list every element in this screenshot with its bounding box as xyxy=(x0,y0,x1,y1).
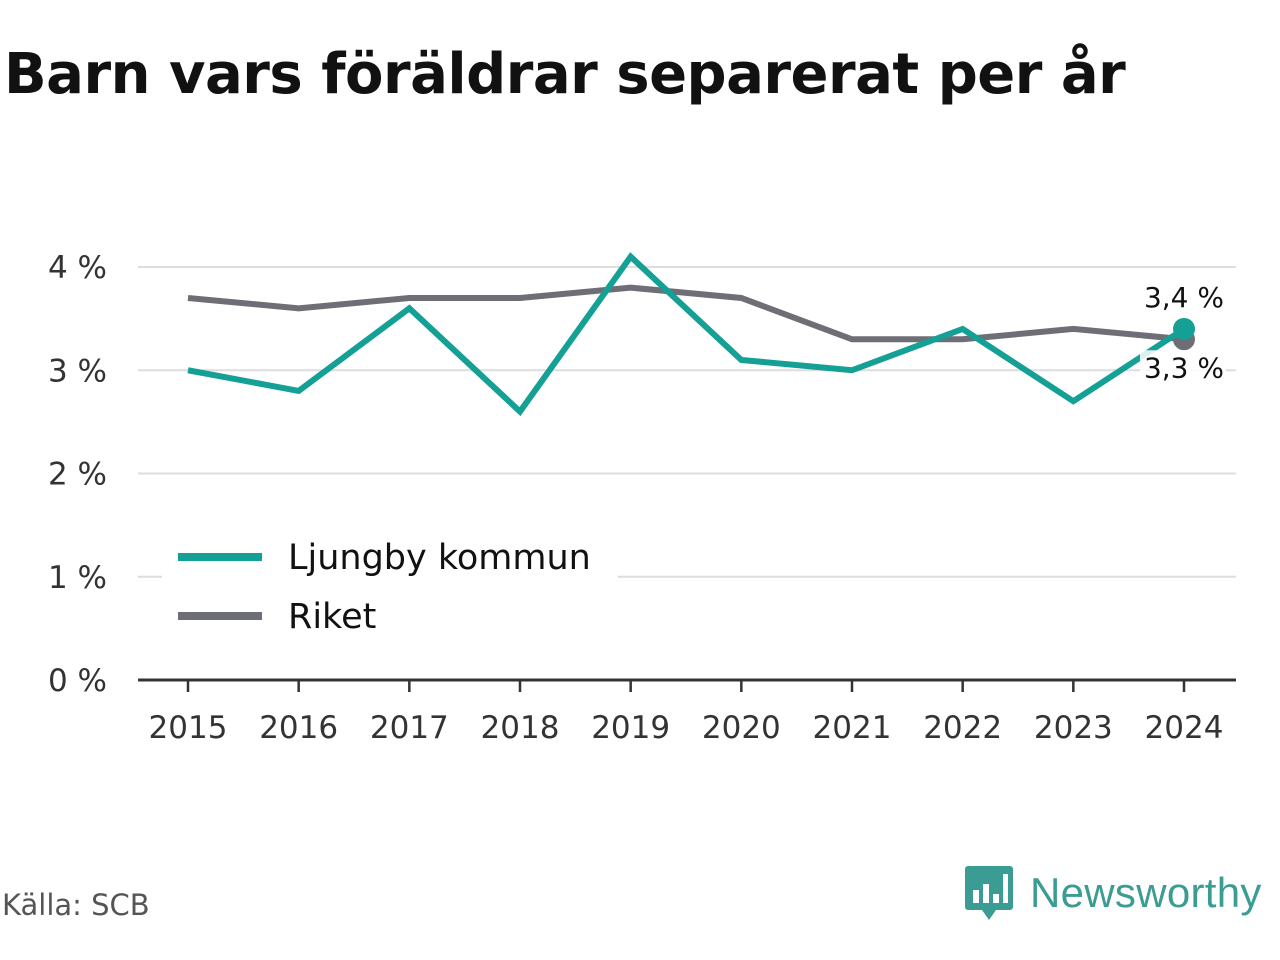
x-tick-label-5: 2020 xyxy=(702,710,781,746)
legend-label-0: Ljungby kommun xyxy=(288,538,591,578)
chart-title: Barn vars föräldrar separerat per år xyxy=(4,42,1126,107)
brand-logo: Newsworthy xyxy=(964,864,1262,922)
x-tick-label-6: 2021 xyxy=(813,710,892,746)
x-tick-label-2: 2017 xyxy=(370,710,449,746)
y-tick-label-1: 1 % xyxy=(48,560,107,596)
x-tick-label-0: 2015 xyxy=(149,710,228,746)
end-label-0: 3,4 % xyxy=(1144,281,1224,314)
y-tick-label-0: 0 % xyxy=(48,663,107,699)
series-line-0 xyxy=(187,252,1186,417)
y-axis-labels: 0 % 1 % 2 % 3 % 4 % xyxy=(48,250,107,699)
end-marker-0 xyxy=(1173,317,1195,340)
legend: Ljungby kommun Riket xyxy=(162,528,618,648)
end-label-1: 3,3 % xyxy=(1144,351,1224,384)
x-tick-label-9: 2024 xyxy=(1145,710,1224,746)
x-tick-label-7: 2022 xyxy=(923,710,1002,746)
x-tick-label-3: 2018 xyxy=(481,710,560,746)
end-labels: 3,4 % 3,3 % xyxy=(1140,281,1226,385)
series-lines xyxy=(187,252,1195,417)
y-tick-label-2: 2 % xyxy=(48,457,107,493)
x-tick-label-8: 2023 xyxy=(1034,710,1113,746)
end-label-bg-1 xyxy=(1140,350,1226,385)
y-tick-label-3: 3 % xyxy=(48,353,107,389)
y-tick-label-4: 4 % xyxy=(48,250,107,286)
source-note: Källa: SCB xyxy=(2,888,150,922)
legend-label-1: Riket xyxy=(288,597,376,637)
newsworthy-bar-chart-icon xyxy=(965,866,1013,920)
legend-background xyxy=(162,528,618,648)
x-tick-label-4: 2019 xyxy=(591,710,670,746)
series-line-1 xyxy=(187,284,1185,343)
brand-name: Newsworthy xyxy=(1030,869,1262,916)
x-axis: 2015 2016 2017 2018 2019 2020 2021 2022 2023 2024 xyxy=(138,678,1236,746)
x-tick-label-1: 2016 xyxy=(259,710,338,746)
